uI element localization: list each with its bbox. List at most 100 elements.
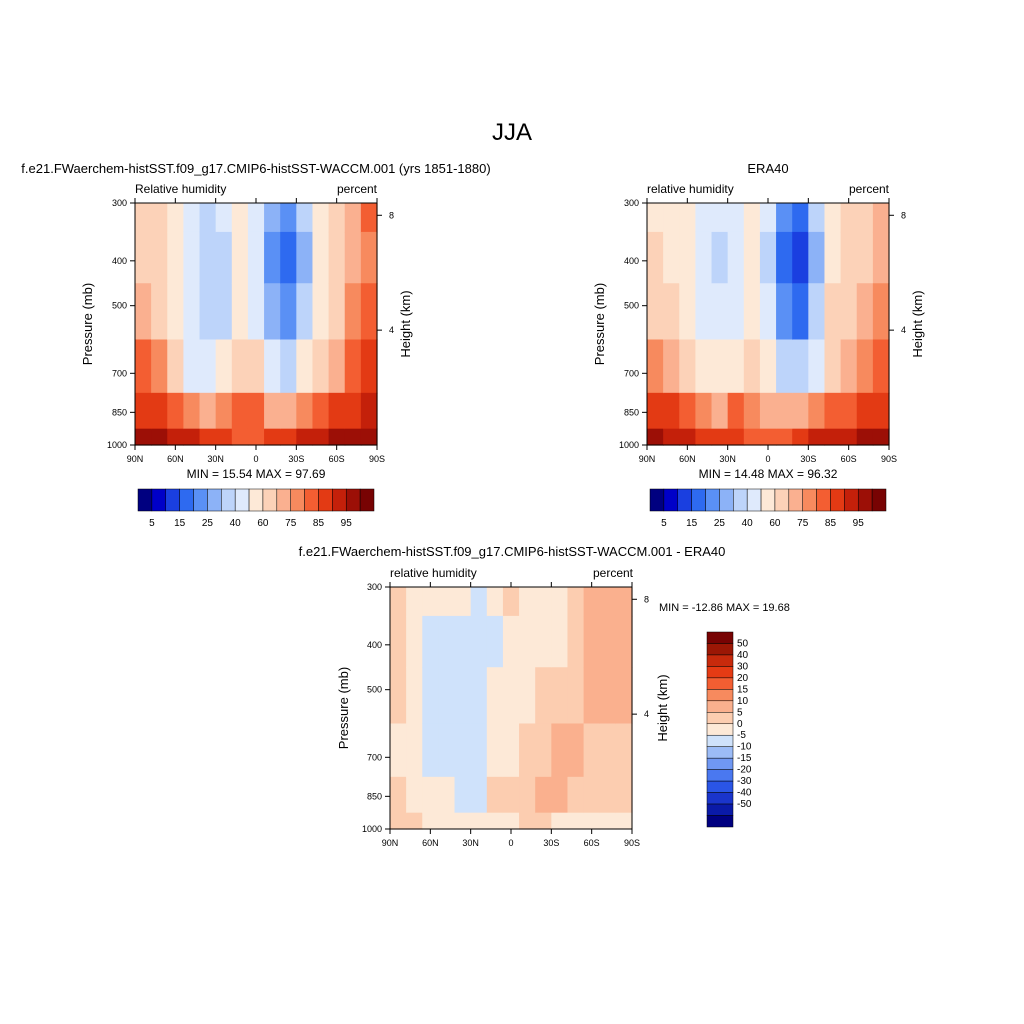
heatmap-cell	[663, 283, 680, 341]
colorbar-label: -40	[737, 788, 752, 799]
heatmap-cell	[296, 428, 314, 446]
panel-right-label: percent	[849, 182, 890, 196]
heatmap-cell	[567, 667, 585, 725]
y-tick-label: 700	[367, 752, 382, 762]
heatmap-cell	[808, 428, 826, 446]
heatmap-cell	[406, 587, 423, 617]
heatmap-cell	[824, 428, 842, 446]
heatmap-cell	[470, 812, 488, 830]
heatmap-cell	[695, 428, 713, 446]
heatmap-cell	[663, 231, 680, 284]
heatmap-cell	[454, 723, 472, 778]
colorbar-label: 95	[341, 518, 353, 529]
colorbar-box	[248, 488, 264, 512]
heatmap-cell	[390, 812, 407, 830]
colorbar-label: 75	[797, 518, 809, 529]
plot-frame	[134, 202, 378, 446]
heatmap-cell	[599, 812, 617, 830]
colorbar-label: 25	[202, 518, 214, 529]
heatmap-cell	[328, 339, 346, 394]
heatmap-cell	[486, 812, 504, 830]
heatmap-cell	[872, 203, 890, 233]
y-tick-label: 700	[624, 368, 639, 378]
heatmap-cell	[296, 231, 314, 284]
colorbar-label: 85	[313, 518, 325, 529]
heatmap-cell	[183, 203, 201, 233]
heatmap-cell	[808, 231, 826, 284]
heatmap-cell	[486, 667, 504, 725]
x-tick-label: 0	[253, 454, 258, 464]
heatmap-cell	[167, 203, 184, 233]
colorbar-box	[706, 700, 734, 713]
colorbar-box	[706, 677, 734, 690]
heatmap-cell	[824, 203, 842, 233]
heatmap-cell	[535, 723, 552, 778]
heatmap-cell	[264, 283, 281, 341]
heatmap-cell	[567, 812, 585, 830]
heatmap-cell	[167, 428, 184, 446]
heatmap-cell	[390, 776, 407, 814]
colorbar-box	[262, 488, 278, 512]
heatmap-cell	[743, 283, 761, 341]
heatmap-cell	[743, 231, 761, 284]
heatmap-cell	[344, 428, 362, 446]
heatmap-cell	[824, 231, 842, 284]
heatmap-cell	[856, 428, 874, 446]
colorbar-box	[345, 488, 361, 512]
heatmap-cell	[328, 231, 346, 284]
heatmap-cell	[776, 203, 793, 233]
heatmap-cell	[663, 339, 680, 394]
heatmap-cell	[599, 587, 617, 617]
heatmap-cell	[551, 615, 569, 668]
colorbar-box	[746, 488, 762, 512]
heatmap-cell	[280, 392, 297, 430]
x-tick-label: 90S	[624, 838, 640, 848]
heatmap-cell	[567, 615, 585, 668]
heatmap-cell	[360, 203, 378, 233]
heatmap-cell	[360, 428, 378, 446]
heatmap-cell	[792, 392, 809, 430]
heatmap-cell	[711, 339, 729, 394]
heatmap-cell	[824, 392, 842, 430]
colorbar: 5 15 25 40 60 75 85 95	[137, 488, 375, 529]
colorbar-box	[137, 488, 153, 512]
heatmap-cell	[551, 667, 569, 725]
y-axis-title: Pressure (mb)	[80, 283, 95, 365]
heatmap-cell	[615, 587, 633, 617]
heatmap-cell	[247, 283, 265, 341]
plot-frame	[389, 586, 633, 830]
heatmap-cell	[247, 392, 265, 430]
heatmap-cell	[759, 428, 777, 446]
heatmap-cell	[406, 723, 423, 778]
heatmap-cell	[215, 231, 233, 284]
heatmap-cell	[599, 667, 617, 725]
heatmap-cell	[872, 392, 890, 430]
heatmap-cell	[743, 428, 761, 446]
heatmap-cell	[502, 667, 520, 725]
heatmap-cell	[199, 283, 217, 341]
heatmap-cell	[438, 615, 456, 668]
stats-text: MIN = -12.86 MAX = 19.68	[659, 602, 790, 614]
plot-frame	[646, 202, 890, 446]
heatmap-cell	[759, 231, 777, 284]
heatmap-cell	[344, 203, 362, 233]
heatmap-cell	[551, 776, 569, 814]
heatmap-cell	[231, 203, 249, 233]
heatmap-cell	[183, 283, 201, 341]
heatmap-cell	[711, 283, 729, 341]
heatmap-cell	[280, 203, 297, 233]
colorbar-label: 0	[737, 719, 743, 730]
panel-title: f.e21.FWaerchem-histSST.f09_g17.CMIP6-hi…	[21, 161, 490, 176]
heatmap-cell	[615, 723, 633, 778]
colorbar-box	[706, 712, 734, 725]
colorbar-label: 50	[737, 638, 749, 649]
heatmap-cell	[454, 615, 472, 668]
heatmap-cell	[264, 428, 281, 446]
heatmap-cell	[422, 812, 439, 830]
heatmap-cell	[470, 587, 488, 617]
heatmap-cells	[647, 203, 890, 446]
heatmap-cell	[151, 392, 168, 430]
x-tick-label: 60N	[167, 454, 184, 464]
